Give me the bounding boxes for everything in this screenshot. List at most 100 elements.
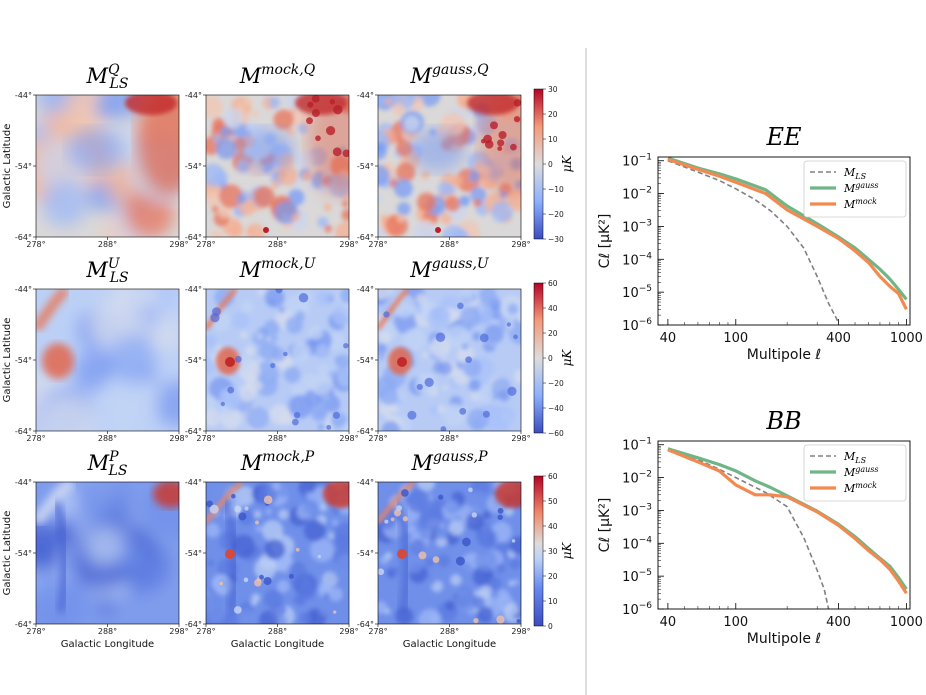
lat-tick-label: -64° (15, 427, 32, 436)
lat-tick-label: -64° (357, 427, 374, 436)
y-tick-label: 10−4 (622, 535, 652, 552)
lon-tick-label: 278° (196, 434, 215, 443)
legend-label: MLS (843, 450, 867, 465)
lon-tick-label: 298° (169, 434, 188, 443)
map-title: MU LS (85, 256, 128, 286)
colorbar (533, 88, 544, 240)
bb-spectrum-plot: BB 10−1 10−2 10−3 10−4 10−5 10−6 40 100 400 1000 Mu… (597, 407, 923, 647)
lat-tick-label: -54° (357, 356, 374, 365)
colorbar-tick-label: 60 (548, 279, 558, 288)
lon-tick-label: 288° (268, 240, 287, 249)
colorbar-tick-label: 10 (548, 135, 558, 144)
colorbar-label: μK (560, 349, 574, 367)
legend-label: MLS (843, 166, 867, 181)
colorbar-tick-label: −30 (548, 235, 564, 244)
colorbar-tick-label: 20 (548, 110, 558, 119)
map-panel (205, 94, 350, 238)
latitude-axis-label: Galactic Latitude (2, 318, 13, 403)
map-panel (205, 481, 350, 625)
colorbar-tick-label: −10 (548, 185, 564, 194)
colorbar-tick-label: 0 (548, 354, 553, 363)
lat-tick-label: -44° (15, 91, 32, 100)
latitude-axis-label: Galactic Latitude (2, 124, 13, 209)
lat-tick-label: -54° (15, 549, 32, 558)
map-title: MP LS (87, 449, 128, 479)
lon-tick-label: 288° (268, 627, 287, 636)
lon-tick-label: 278° (26, 434, 45, 443)
colorbar-tick-label: 20 (548, 572, 558, 581)
lon-tick-label: 278° (368, 434, 387, 443)
lat-tick-label: -44° (185, 91, 202, 100)
y-tick-label: 10−6 (622, 601, 652, 618)
plot-title: BB (765, 407, 801, 435)
lat-tick-label: -64° (185, 427, 202, 436)
x-tick-label: 40 (660, 331, 677, 346)
y-tick-label: 10−3 (622, 218, 652, 235)
longitude-axis-label: Galactic Longitude (403, 639, 496, 650)
lon-tick-label: 288° (98, 434, 117, 443)
map-title: Mgauss,Q (409, 62, 489, 88)
lat-tick-label: -64° (185, 233, 202, 242)
map-panel (205, 288, 350, 432)
plot-frame (657, 440, 911, 610)
colorbar-tick-label: 60 (548, 472, 558, 481)
colorbar-tick-label: 40 (548, 304, 558, 313)
y-tick-label: 10−5 (622, 284, 652, 301)
lat-tick-label: -54° (185, 549, 202, 558)
colorbar (533, 282, 544, 434)
lon-tick-label: 288° (440, 627, 459, 636)
lat-tick-label: -44° (15, 285, 32, 294)
lat-tick-label: -54° (185, 162, 202, 171)
lat-tick-label: -44° (185, 478, 202, 487)
map-panel (377, 288, 522, 432)
series-line-m_ls (667, 449, 830, 609)
lon-tick-label: 288° (98, 627, 117, 636)
colorbar-tick-label: 30 (548, 85, 558, 94)
map-title: Mmock,Q (239, 62, 316, 88)
map-panel (35, 481, 180, 625)
lat-tick-label: -54° (357, 162, 374, 171)
y-tick-label: 10−6 (622, 317, 652, 334)
latitude-axis-label: Galactic Latitude (2, 511, 13, 596)
x-tick-label: 1000 (890, 331, 923, 346)
x-axis-label: Multipole ℓ (747, 631, 821, 647)
lon-tick-label: 278° (368, 240, 387, 249)
x-tick-label: 100 (723, 615, 748, 630)
legend-label: Mgauss (843, 181, 879, 195)
colorbar-tick-label: 40 (548, 522, 558, 531)
lon-tick-label: 288° (440, 434, 459, 443)
lon-tick-label: 288° (268, 434, 287, 443)
lon-tick-label: 298° (339, 240, 358, 249)
lat-tick-label: -44° (357, 285, 374, 294)
y-tick-label: 10−4 (622, 251, 652, 268)
colorbar-label: μK (560, 542, 574, 560)
colorbar-tick-label: −40 (548, 404, 564, 413)
y-tick-label: 10−2 (622, 186, 652, 203)
map-title: Mmock,P (240, 449, 315, 475)
x-axis-label: Multipole ℓ (747, 347, 821, 363)
lon-tick-label: 298° (511, 434, 530, 443)
colorbar-label: μK (560, 155, 574, 173)
lat-tick-label: -44° (15, 478, 32, 487)
lon-tick-label: 288° (98, 240, 117, 249)
longitude-axis-label: Galactic Longitude (231, 639, 324, 650)
colorbar-tick-label: 10 (548, 597, 558, 606)
lat-tick-label: -64° (357, 233, 374, 242)
lat-tick-label: -64° (15, 233, 32, 242)
lat-tick-label: -64° (15, 620, 32, 629)
x-tick-label: 400 (826, 331, 851, 346)
lon-tick-label: 278° (196, 627, 215, 636)
map-panel (35, 288, 180, 432)
y-axis-label: Cℓ [μK²] (597, 498, 613, 553)
lat-tick-label: -44° (357, 478, 374, 487)
longitude-axis-label: Galactic Longitude (61, 639, 154, 650)
lon-tick-label: 298° (511, 627, 530, 636)
colorbar-tick-label: −20 (548, 210, 564, 219)
legend-label: Mmock (843, 481, 877, 495)
y-tick-label: 10−5 (622, 568, 652, 585)
lat-tick-label: -64° (185, 620, 202, 629)
legend-label: Mmock (843, 197, 877, 211)
ee-spectrum-plot: EE 10−1 10−2 10−3 10−4 10−5 10−6 40 100 400 1000 Mu… (597, 123, 923, 363)
x-tick-label: 40 (660, 615, 677, 630)
